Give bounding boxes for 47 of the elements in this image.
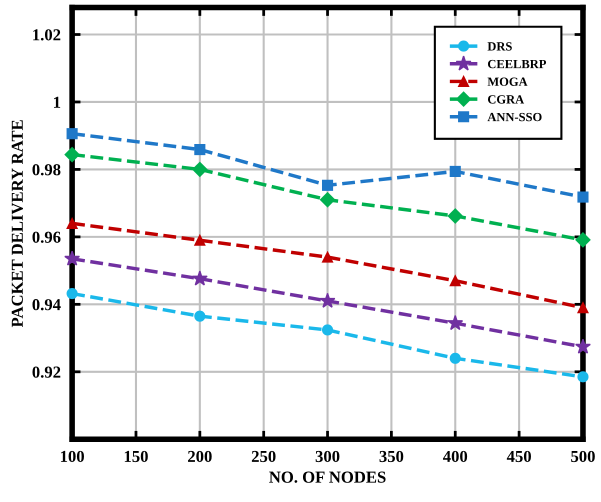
y-tick-label: 1.02: [33, 29, 60, 41]
point: [450, 166, 461, 178]
point: [450, 275, 461, 286]
point: [322, 252, 334, 263]
point: [64, 250, 80, 266]
legend-label: DRS: [488, 42, 512, 51]
y-tick-label: 0.94: [32, 299, 61, 310]
point: [320, 292, 336, 308]
x-tick-label: 150: [124, 450, 148, 462]
point: [64, 147, 80, 162]
point: [575, 338, 591, 354]
y-axis-title: PACKET DELIVERY RATE: [12, 120, 23, 328]
x-tick-label: 450: [506, 450, 531, 462]
legend-label: CEELBRP: [488, 60, 546, 68]
point: [577, 371, 589, 382]
point: [66, 218, 78, 229]
x-axis-title: NO. OF NODES: [269, 472, 386, 483]
x-tick-label: 500: [571, 450, 595, 462]
legend-label: CGRA: [488, 95, 524, 104]
x-tick-label: 300: [316, 450, 340, 462]
point: [450, 352, 461, 364]
legend-label: ANN-SSO: [487, 112, 542, 122]
point: [447, 314, 464, 330]
point: [322, 180, 334, 191]
x-tick-label: 200: [188, 450, 212, 462]
point: [577, 192, 589, 203]
x-tick-label: 250: [252, 450, 276, 462]
x-tick-label: 400: [442, 450, 468, 462]
y-tick-label: 0.98: [32, 164, 60, 176]
x-tick-label: 350: [380, 450, 404, 462]
point: [322, 324, 334, 336]
point: [66, 288, 78, 300]
point: [194, 144, 206, 156]
y-tick-label: 0.96: [32, 232, 61, 243]
y-tick-label: 1: [54, 96, 60, 108]
point: [192, 270, 208, 286]
y-tick-label: 0.92: [32, 366, 60, 378]
point: [320, 192, 336, 208]
x-tick-label: 100: [60, 450, 84, 462]
legend-label: MOGA: [488, 78, 528, 86]
point: [577, 302, 589, 314]
point: [575, 232, 591, 248]
point: [66, 128, 78, 140]
point: [192, 162, 208, 177]
point: [448, 208, 463, 224]
point: [194, 234, 206, 246]
point: [194, 310, 206, 322]
